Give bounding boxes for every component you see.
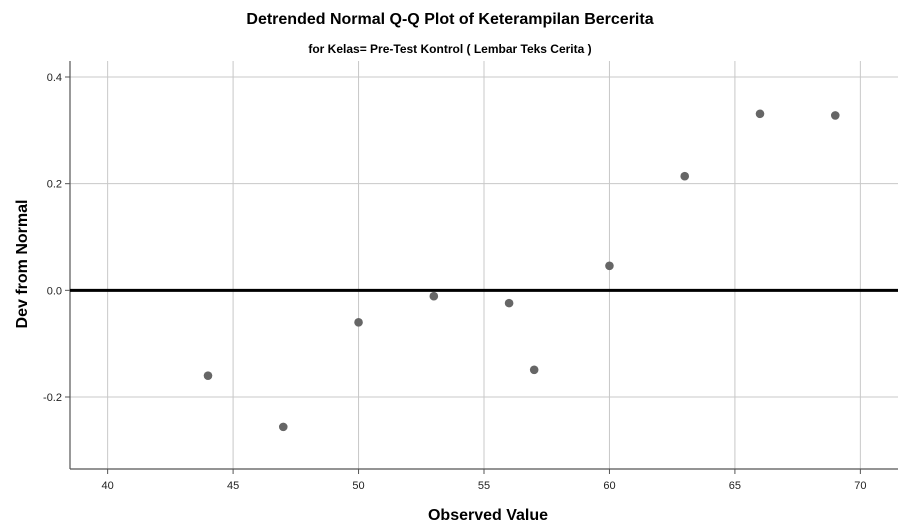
data-point bbox=[680, 172, 689, 181]
data-point bbox=[831, 111, 840, 120]
data-points bbox=[204, 110, 840, 432]
y-tick-label: 0.4 bbox=[47, 72, 62, 84]
data-point bbox=[279, 423, 288, 432]
x-tick-label: 55 bbox=[478, 480, 490, 492]
x-tick-label: 40 bbox=[102, 480, 114, 492]
x-tick-label: 70 bbox=[854, 480, 866, 492]
y-axis-label: Dev from Normal bbox=[14, 200, 31, 329]
x-tick-label: 45 bbox=[227, 480, 239, 492]
chart-subtitle: for Kelas= Pre-Test Kontrol ( Lembar Tek… bbox=[308, 42, 591, 56]
x-tick-label: 50 bbox=[352, 480, 364, 492]
data-point bbox=[605, 262, 614, 271]
data-point bbox=[756, 110, 765, 119]
data-point bbox=[530, 366, 539, 375]
tick-labels: 40 45 50 55 60 65 70 -0.2 0.0 0.2 0.4 bbox=[43, 72, 866, 492]
data-point bbox=[430, 292, 439, 301]
x-tick-label: 60 bbox=[603, 480, 615, 492]
x-axis-label: Observed Value bbox=[428, 507, 548, 524]
data-point bbox=[354, 318, 363, 327]
chart-title: Detrended Normal Q-Q Plot of Keterampila… bbox=[246, 11, 653, 28]
data-point bbox=[204, 371, 213, 380]
y-tick-label: 0.2 bbox=[47, 179, 62, 191]
x-tick-label: 65 bbox=[729, 480, 741, 492]
y-tick-label: -0.2 bbox=[43, 392, 62, 404]
axes bbox=[65, 61, 898, 474]
data-point bbox=[505, 299, 514, 308]
grid-lines bbox=[70, 61, 898, 469]
y-tick-label: 0.0 bbox=[47, 285, 62, 297]
